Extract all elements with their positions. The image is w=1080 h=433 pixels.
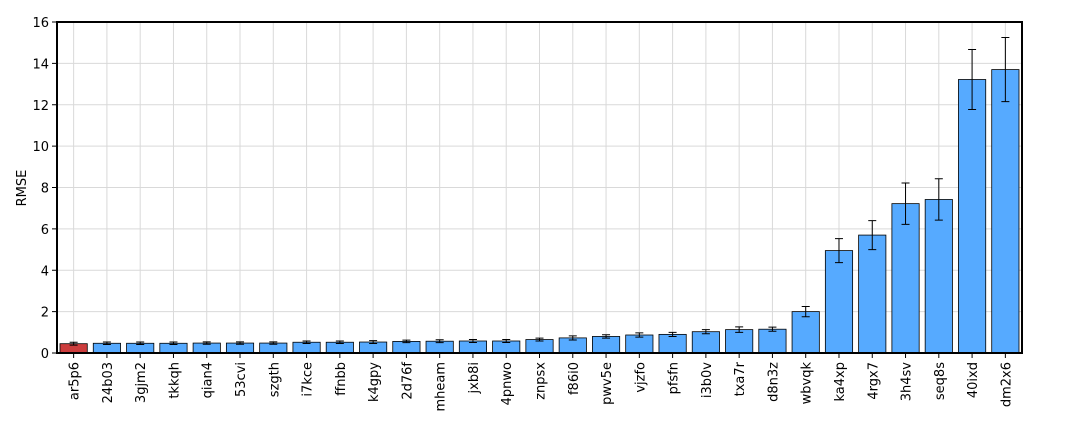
- x-tick-label: pfsfn: [667, 362, 682, 394]
- x-tick-label: wbvqk: [800, 362, 815, 405]
- error-bar: [269, 341, 278, 345]
- error-bar: [568, 335, 577, 341]
- error-bar: [502, 339, 511, 343]
- error-bar: [169, 341, 178, 346]
- y-tick-label: 14: [32, 57, 49, 72]
- y-tick-label: 4: [41, 264, 49, 279]
- y-tick-label: 6: [41, 223, 49, 238]
- y-tick-label: 10: [32, 140, 49, 155]
- y-axis-label: RMSE: [15, 170, 30, 207]
- x-tick-label: 4pnwo: [500, 362, 515, 405]
- x-tick-label: i3b0v: [700, 362, 715, 398]
- x-tick-label: vjzfo: [633, 362, 648, 393]
- x-tick-label: 3gjm2: [134, 362, 149, 403]
- plot-frame: [56, 21, 1023, 354]
- bar: [791, 311, 820, 354]
- bar: [958, 79, 987, 354]
- x-tick-label: k4gpy: [367, 362, 382, 402]
- error-bar: [468, 339, 477, 343]
- bar: [891, 203, 920, 354]
- y-tick-label: 8: [41, 182, 49, 197]
- x-tick-label: 40ixd: [966, 362, 981, 398]
- x-tick-label: 2d76f: [400, 362, 415, 400]
- error-bar: [768, 326, 777, 332]
- bar: [592, 336, 621, 354]
- bar: [658, 333, 687, 354]
- error-bar: [934, 178, 943, 221]
- x-tick-label: jxb8i: [467, 362, 482, 394]
- x-tick-label: szgth: [267, 362, 282, 397]
- x-tick-label: 24b03: [101, 362, 116, 403]
- x-tick-label: ka4xp: [833, 362, 848, 401]
- error-bar: [834, 238, 843, 264]
- bar: [924, 199, 953, 354]
- x-tick-label: 53cvi: [234, 362, 249, 397]
- error-bar: [136, 341, 145, 346]
- x-tick-label: f86i0: [567, 362, 582, 395]
- error-bar: [801, 305, 810, 318]
- x-tick-label: ffnbb: [334, 362, 349, 396]
- x-tick-label: 4rgx7: [866, 362, 881, 400]
- error-bar: [535, 337, 544, 342]
- x-tick-label: tkkqh: [167, 362, 182, 399]
- bar: [525, 339, 554, 354]
- bar: [625, 334, 654, 354]
- error-bar: [701, 329, 710, 335]
- error-bar: [236, 341, 245, 345]
- error-bar: [102, 341, 111, 346]
- bar: [991, 69, 1020, 354]
- y-tick-label: 0: [41, 347, 49, 362]
- error-bar: [435, 339, 444, 344]
- bar: [691, 331, 720, 354]
- x-tick-label: znpsx: [534, 362, 549, 400]
- bar: [758, 328, 787, 354]
- x-tick-label: mheam: [434, 362, 449, 412]
- error-bar: [369, 340, 378, 344]
- error-bar: [402, 339, 411, 344]
- x-tick-label: d8n3z: [766, 362, 781, 402]
- x-tick-label: dm2x6: [999, 362, 1014, 407]
- error-bar: [202, 341, 211, 345]
- error-bar: [1001, 37, 1010, 103]
- error-bar: [602, 334, 611, 339]
- y-tick-label: 2: [41, 306, 49, 321]
- error-bar: [968, 49, 977, 111]
- error-bar: [868, 220, 877, 251]
- error-bar: [69, 341, 78, 346]
- bar: [858, 234, 887, 354]
- x-tick-label: seq8s: [933, 362, 948, 400]
- error-bar: [635, 332, 644, 338]
- bar: [824, 250, 854, 354]
- error-bar: [335, 340, 344, 344]
- x-tick-label: 3h4sv: [900, 362, 915, 402]
- x-tick-label: i7kce: [301, 362, 316, 397]
- x-tick-label: ar5p6: [68, 362, 83, 400]
- error-bar: [668, 331, 677, 337]
- bar: [725, 329, 754, 354]
- x-tick-label: qian4: [201, 362, 216, 398]
- x-tick-label: pwv5e: [600, 362, 615, 405]
- y-tick-label: 12: [32, 99, 49, 114]
- y-tick-label: 16: [32, 16, 49, 31]
- x-tick-label: txa7r: [733, 361, 748, 396]
- error-bar: [302, 340, 311, 344]
- error-bar: [901, 182, 910, 225]
- error-bar: [735, 326, 744, 333]
